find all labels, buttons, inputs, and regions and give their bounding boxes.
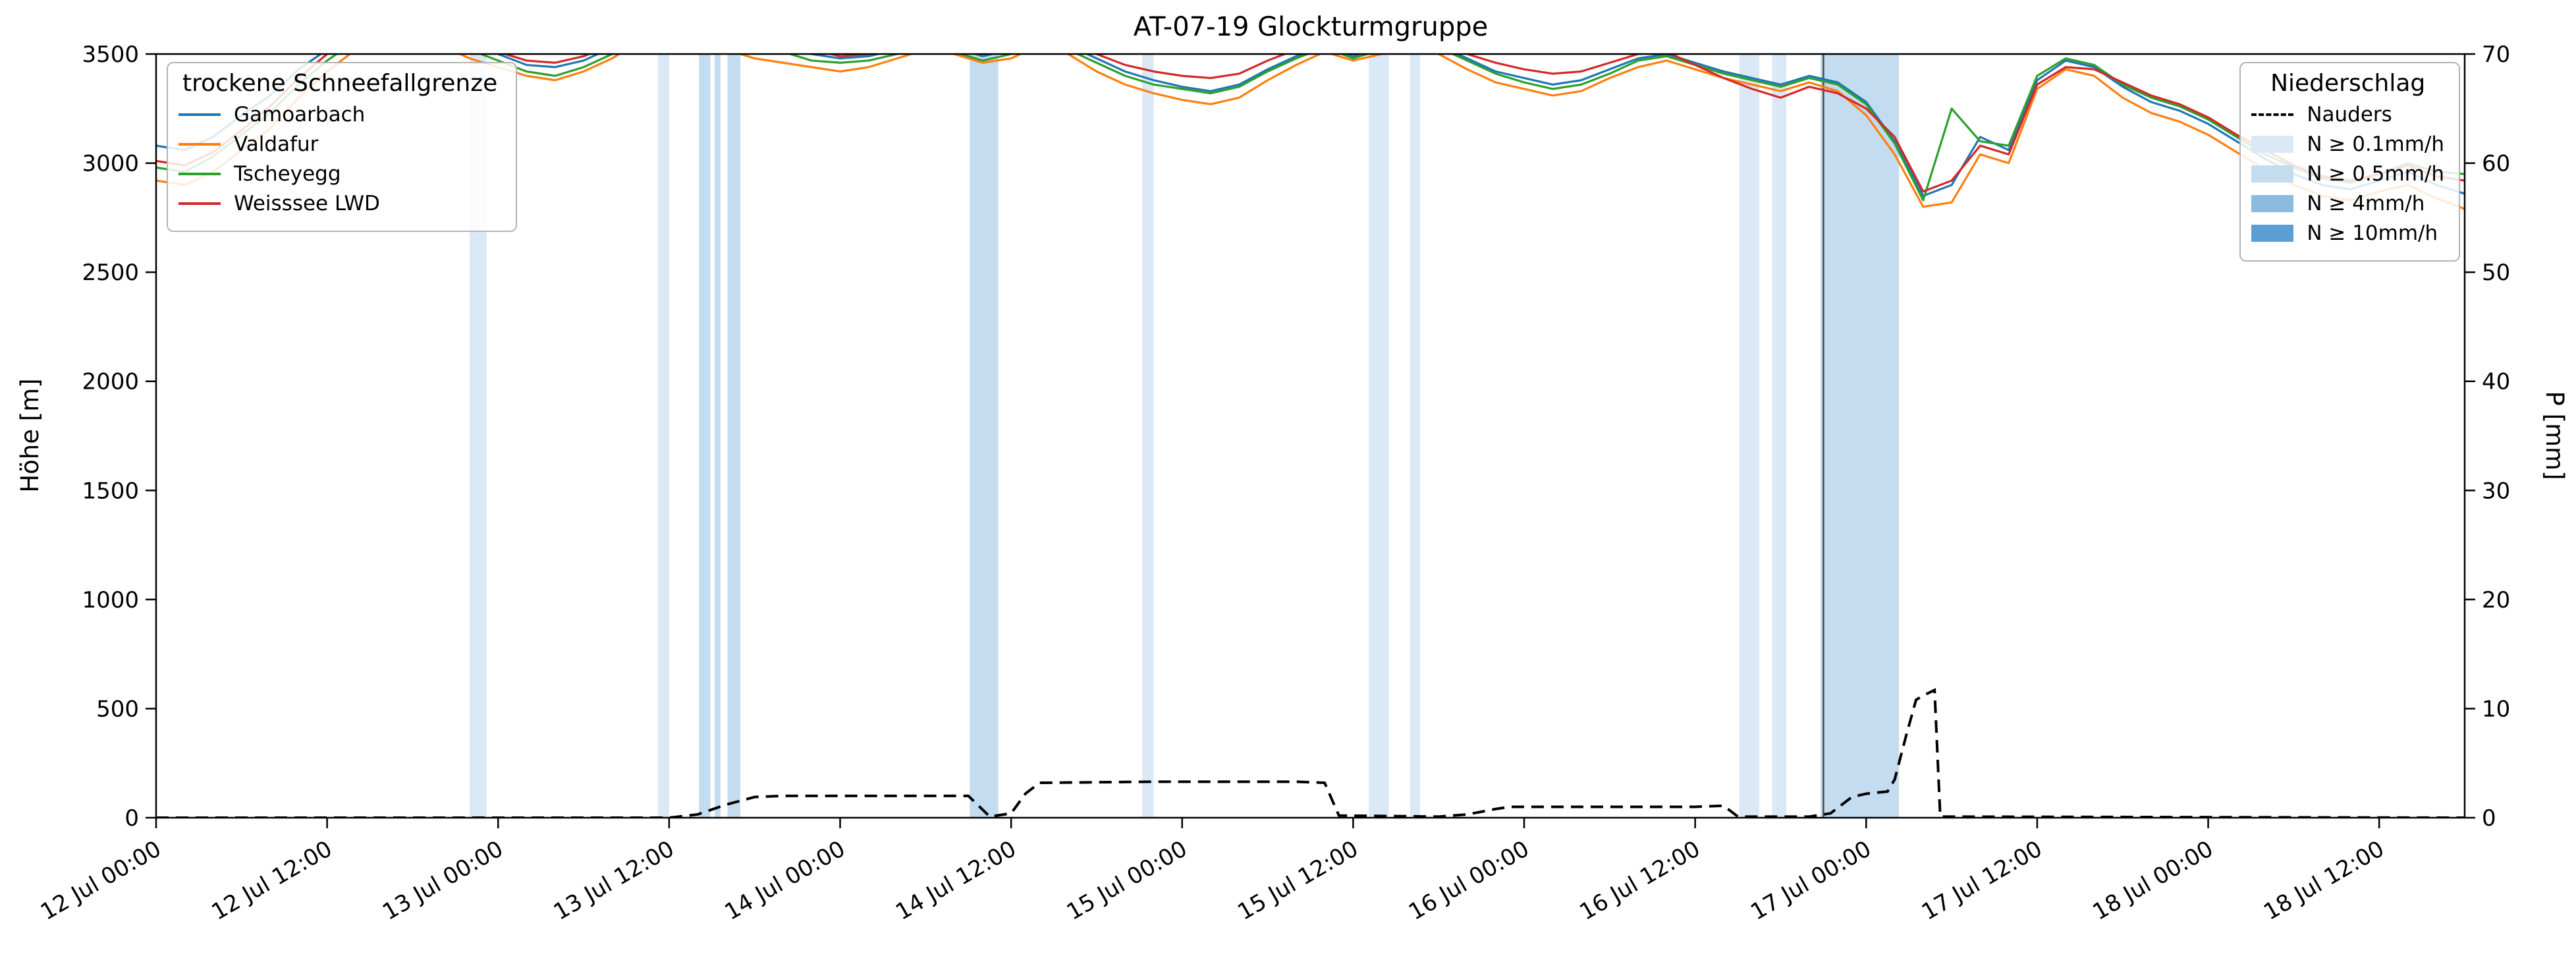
legend-item-n-≥-0.5mm/h: N ≥ 0.5mm/h <box>2251 162 2444 186</box>
legend-niederschlag-title: Niederschlag <box>2270 70 2426 97</box>
x-tick-label: 12 Jul 12:00 <box>207 836 337 926</box>
series-line-gamoarbach <box>156 54 2465 197</box>
precip-band <box>657 54 669 818</box>
precip-band <box>1410 54 1421 818</box>
legend-snowline-title: trockene Schneefallgrenze <box>182 70 498 97</box>
legend-item-n-≥-0.1mm/h: N ≥ 0.1mm/h <box>2251 132 2444 156</box>
band-swatch-icon <box>2251 165 2294 183</box>
precip-band <box>1772 54 1787 818</box>
line-swatch-icon <box>178 202 221 205</box>
y-right-tick-label: 40 <box>2482 369 2510 395</box>
series-line-weisssee-lwd <box>156 54 2465 193</box>
y-left-tick-label: 1000 <box>82 587 139 613</box>
y-right-tick-label: 70 <box>2482 42 2510 68</box>
y-right-tick-label: 20 <box>2482 587 2510 613</box>
precip-band <box>1821 54 1900 818</box>
y-left-tick-label: 3000 <box>82 151 139 177</box>
precip-band <box>1369 54 1389 818</box>
line-swatch-icon <box>178 173 221 175</box>
y-right-tick-label: 30 <box>2482 478 2510 504</box>
precip-band <box>715 54 721 818</box>
y-right-tick-label: 60 <box>2482 151 2510 177</box>
precip-band <box>699 54 711 818</box>
legend-item-label: Weisssee LWD <box>234 192 380 215</box>
legend-niederschlag-items: Nauders N ≥ 0.1mm/h N ≥ 0.5mm/h N ≥ 4mm/h N … <box>2251 103 2444 245</box>
legend-item-n-≥-10mm/h: N ≥ 10mm/h <box>2251 221 2444 245</box>
legend-item-label: N ≥ 4mm/h <box>2307 192 2425 215</box>
band-swatch-icon <box>2251 195 2294 212</box>
series-line-valdafur <box>156 54 2465 210</box>
legend-niederschlag: Niederschlag Nauders N ≥ 0.1mm/h N ≥ 0.5mm… <box>2239 62 2460 262</box>
precip-band <box>727 54 741 818</box>
legend-item-valdafur: Valdafur <box>178 132 501 156</box>
legend-item-gamoarbach: Gamoarbach <box>178 103 501 127</box>
legend-item-label: Gamoarbach <box>234 103 366 127</box>
x-tick-label: 15 Jul 12:00 <box>1233 836 1363 926</box>
precip-band <box>1142 54 1154 818</box>
legend-item-weisssee-lwd: Weisssee LWD <box>178 192 501 215</box>
plot-frame <box>155 53 2466 819</box>
legend-snowline: trockene Schneefallgrenze Gamoarbach Vald… <box>167 62 518 232</box>
y-right-axis-label: P [mm] <box>2540 391 2569 480</box>
x-tick-label: 14 Jul 12:00 <box>891 836 1021 926</box>
y-left-tick-label: 1500 <box>82 478 139 504</box>
y-left-tick-label: 3500 <box>82 42 139 68</box>
legend-item-label: N ≥ 10mm/h <box>2307 221 2438 245</box>
band-swatch-icon <box>2251 225 2294 242</box>
precip-line-nauders <box>156 688 2465 818</box>
legend-item-nauders: Nauders <box>2251 103 2444 127</box>
x-tick-label: 16 Jul 12:00 <box>1576 836 1705 926</box>
x-tick-label: 13 Jul 12:00 <box>549 836 679 926</box>
dashed-line-swatch-icon <box>2251 113 2294 116</box>
y-left-tick-label: 500 <box>96 696 139 722</box>
series-line-tscheyegg <box>156 54 2465 202</box>
line-swatch-icon <box>178 143 221 146</box>
legend-item-label: N ≥ 0.1mm/h <box>2307 132 2444 156</box>
y-left-axis-label: Höhe [m] <box>16 378 44 492</box>
y-right-tick-label: 0 <box>2482 805 2496 832</box>
legend-item-n-≥-4mm/h: N ≥ 4mm/h <box>2251 192 2444 215</box>
x-tick-label: 12 Jul 00:00 <box>36 836 166 926</box>
x-tick-label: 18 Jul 12:00 <box>2259 836 2389 926</box>
legend-snowline-items: Gamoarbach Valdafur Tscheyegg Weisssee LWD <box>178 103 501 215</box>
x-tick-label: 16 Jul 00:00 <box>1404 836 1534 926</box>
band-swatch-icon <box>2251 136 2294 153</box>
x-tick-label: 18 Jul 00:00 <box>2088 836 2218 926</box>
x-tick-label: 17 Jul 00:00 <box>1746 836 1876 926</box>
y-left-tick-label: 2500 <box>82 260 139 286</box>
x-tick-label: 17 Jul 12:00 <box>1917 836 2047 926</box>
legend-item-label: N ≥ 0.5mm/h <box>2307 162 2444 186</box>
chart-title: AT-07-19 Glockturmgruppe <box>1134 12 1488 42</box>
y-left-tick-label: 2000 <box>82 369 139 395</box>
legend-item-label: Valdafur <box>234 132 319 156</box>
legend-item-label: Nauders <box>2307 103 2392 127</box>
y-right-tick-label: 50 <box>2482 260 2510 286</box>
x-tick-label: 14 Jul 00:00 <box>720 836 850 926</box>
line-swatch-icon <box>178 113 221 116</box>
y-right-tick-label: 10 <box>2482 696 2510 722</box>
precip-band <box>1739 54 1760 818</box>
x-tick-label: 15 Jul 00:00 <box>1062 836 1192 926</box>
precip-band <box>970 54 999 818</box>
x-tick-label: 13 Jul 00:00 <box>378 836 508 926</box>
legend-item-tscheyegg: Tscheyegg <box>178 162 501 186</box>
y-left-tick-label: 0 <box>124 805 139 832</box>
legend-item-label: Tscheyegg <box>234 162 341 186</box>
